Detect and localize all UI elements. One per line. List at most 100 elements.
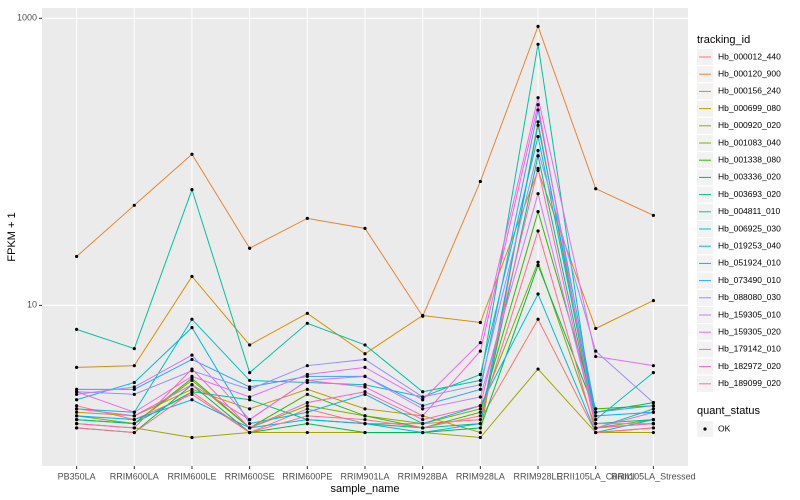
data-point	[536, 134, 540, 139]
data-point	[248, 430, 252, 435]
data-point	[478, 430, 482, 435]
data-point	[536, 123, 540, 127]
legend-label: Hb_000120_900	[718, 68, 781, 78]
data-point	[651, 298, 655, 303]
legend-label: Hb_019253_040	[718, 240, 781, 250]
data-point	[536, 42, 540, 46]
legend-label: Hb_189099_020	[718, 378, 781, 388]
x-tick-label: RRIM928BA	[398, 471, 448, 481]
data-point	[536, 96, 540, 100]
data-point	[132, 392, 136, 396]
data-point	[363, 343, 367, 347]
data-point	[651, 213, 655, 217]
x-tick-label: RRIM600PE	[282, 471, 332, 481]
data-point	[651, 404, 655, 408]
data-point	[363, 392, 367, 396]
data-point	[478, 414, 482, 418]
data-point	[132, 430, 136, 435]
x-tick-label: RRIM600LE	[167, 471, 216, 481]
data-point	[190, 367, 194, 371]
data-point	[305, 430, 309, 435]
data-point	[132, 385, 136, 389]
legend-label: Hb_182972_020	[718, 361, 781, 371]
data-point	[305, 311, 309, 315]
data-point	[594, 187, 598, 191]
data-point	[363, 417, 367, 422]
y-axis-title: FPKM + 1	[6, 212, 18, 261]
legend-label: Hb_179142_010	[718, 344, 781, 354]
data-point	[248, 246, 252, 250]
data-point	[305, 414, 309, 418]
data-point	[536, 292, 540, 296]
data-point	[248, 422, 252, 426]
legend-label: Hb_159305_020	[718, 326, 781, 336]
data-point	[248, 395, 252, 399]
data-point	[421, 414, 425, 418]
data-point	[536, 108, 540, 112]
data-point	[190, 383, 194, 387]
data-point	[75, 327, 79, 332]
y-tick-label: 1000	[17, 13, 37, 23]
data-point	[363, 352, 367, 356]
data-point	[305, 401, 309, 405]
legend-label: OK	[718, 423, 731, 433]
x-tick-label: RRIM928LA	[456, 471, 505, 481]
data-point	[305, 321, 309, 325]
legend-label: Hb_001338_080	[718, 154, 781, 164]
data-point	[305, 417, 309, 422]
data-point	[248, 426, 252, 430]
data-point	[421, 417, 425, 422]
x-tick-label: RRII105LA_Control	[557, 471, 635, 481]
data-point	[363, 365, 367, 369]
data-point	[363, 390, 367, 394]
data-point	[421, 398, 425, 402]
data-point	[478, 422, 482, 426]
data-point	[363, 385, 367, 389]
data-point	[594, 430, 598, 435]
data-point	[536, 210, 540, 214]
data-point	[478, 404, 482, 408]
data-point	[594, 354, 598, 359]
data-point	[536, 120, 540, 124]
x-tick-label: PB350LA	[58, 471, 96, 481]
legend-label: Hb_004811_010	[718, 206, 781, 216]
data-point	[305, 410, 309, 414]
data-point	[190, 387, 194, 391]
data-point	[305, 378, 309, 383]
data-point	[75, 407, 79, 411]
data-point	[132, 410, 136, 414]
legend-label: Hb_000699_080	[718, 103, 781, 113]
data-point	[132, 414, 136, 418]
data-point	[190, 357, 194, 362]
data-point	[478, 426, 482, 430]
data-point	[594, 414, 598, 418]
data-point	[305, 364, 309, 368]
data-point	[478, 179, 482, 184]
data-point	[248, 371, 252, 375]
data-point	[478, 372, 482, 377]
data-point	[594, 349, 598, 353]
data-point	[478, 407, 482, 411]
data-point	[75, 422, 79, 426]
data-point	[75, 387, 79, 391]
data-point	[248, 407, 252, 411]
data-point	[478, 395, 482, 399]
data-point	[536, 192, 540, 196]
data-point	[190, 392, 194, 396]
data-point	[536, 263, 540, 267]
data-point	[536, 103, 540, 107]
data-point	[478, 417, 482, 422]
data-point	[248, 387, 252, 391]
legend-label: Hb_003336_020	[718, 172, 781, 182]
data-point	[363, 422, 367, 426]
y-tick-label: 10	[27, 300, 37, 310]
data-point	[651, 371, 655, 375]
data-point	[536, 317, 540, 321]
legend-label: Hb_088080_030	[718, 292, 781, 302]
x-tick-label: RRII105LA_Stressed	[611, 471, 696, 481]
data-point	[132, 422, 136, 426]
legend-label: Hb_051924_010	[718, 258, 781, 268]
data-point	[421, 390, 425, 394]
data-point	[651, 417, 655, 422]
